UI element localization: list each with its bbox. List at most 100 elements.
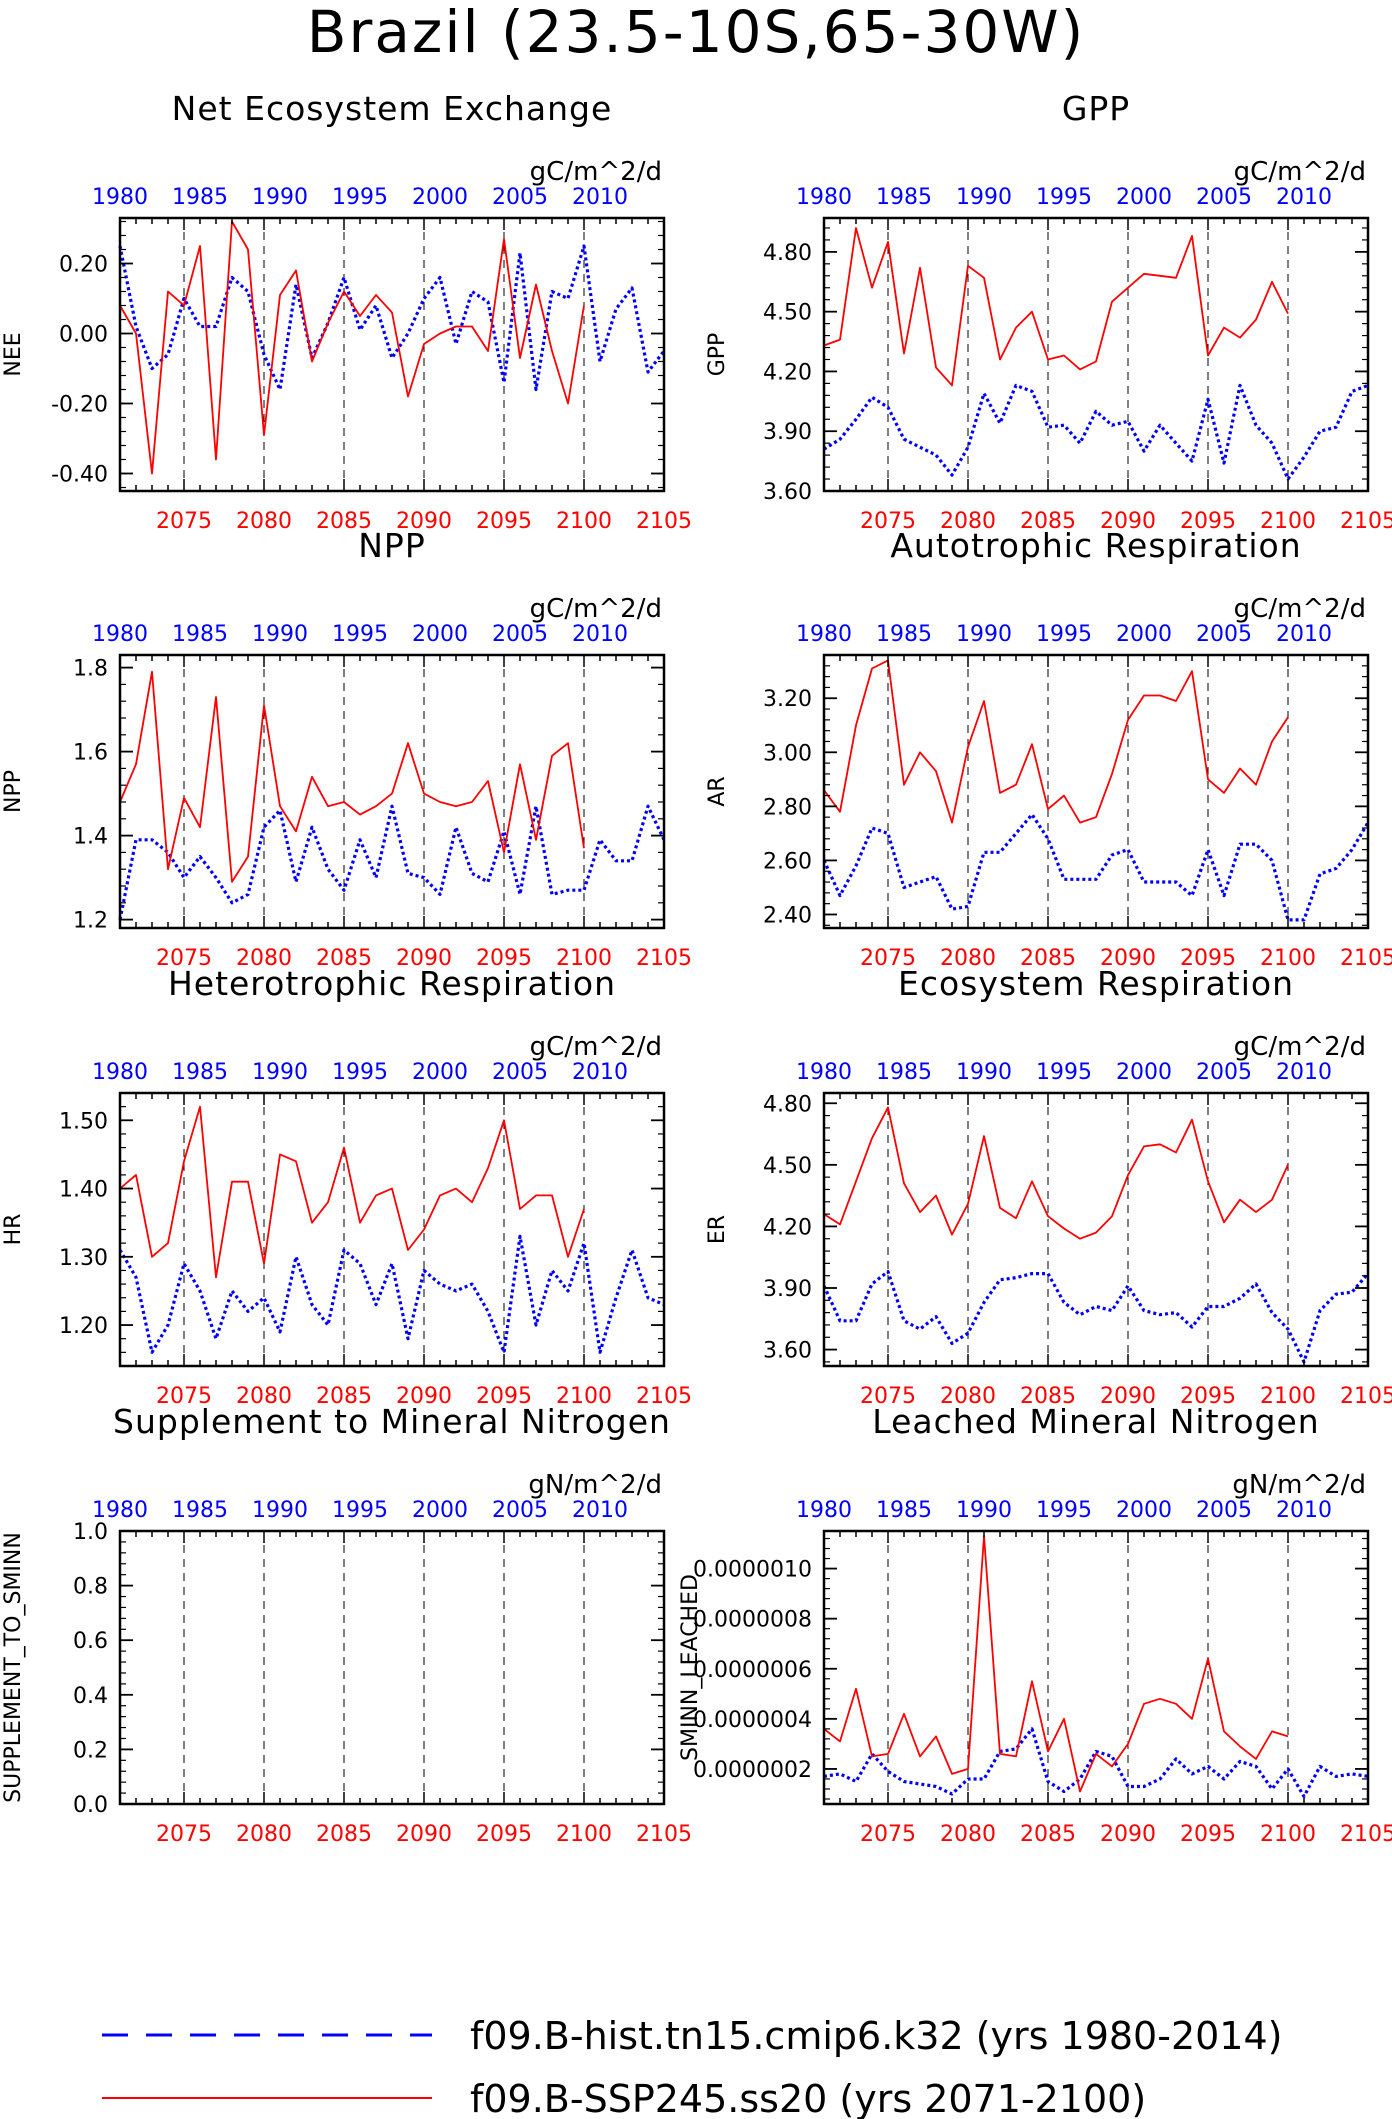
- y-tick-label: 1.40: [59, 1178, 108, 1203]
- x-tick-label-top: 2000: [1116, 622, 1172, 647]
- panel-leached-mineral-nitrogen: Leached Mineral Nitrogen gN/m^2/d 2075 2080…: [678, 1402, 1392, 1847]
- x-tick-label-top: 2000: [1116, 1060, 1172, 1085]
- x-tick-label-top: 1995: [332, 1498, 388, 1523]
- x-tick-label-top: 1980: [92, 185, 148, 210]
- y-tick-label: 4.20: [763, 360, 812, 385]
- x-tick-label-bottom: 2095: [1180, 1822, 1236, 1847]
- x-tick-label-top: 2010: [1276, 1498, 1332, 1523]
- x-tick-label-bottom: 2085: [1020, 509, 1076, 534]
- y-tick-label: 0.0000010: [693, 1558, 812, 1583]
- y-tick-label: 1.2: [73, 909, 108, 934]
- y-tick-label: 0.00: [59, 323, 108, 348]
- x-tick-label-bottom: 2095: [476, 946, 532, 971]
- panel-net-ecosystem-exchange: Net Ecosystem Exchange gC/m^2/d 2075 2080 20…: [1, 89, 692, 534]
- x-tick-label-top: 1985: [172, 622, 228, 647]
- x-tick-label-top: 2005: [1196, 1498, 1252, 1523]
- panel-title: GPP: [1062, 89, 1130, 128]
- y-tick-label: 4.50: [763, 301, 812, 326]
- x-tick-label-bottom: 2090: [1100, 509, 1156, 534]
- y-tick-label: 3.90: [763, 1277, 812, 1302]
- x-tick-label-bottom: 2105: [636, 1822, 692, 1847]
- x-tick-label-bottom: 2085: [316, 509, 372, 534]
- figure-title: Brazil (23.5-10S,65-30W): [307, 0, 1086, 66]
- x-tick-label-top: 1985: [876, 185, 932, 210]
- y-tick-label: 1.6: [73, 741, 108, 766]
- x-tick-label-top: 2010: [572, 1498, 628, 1523]
- x-tick-label-top: 1980: [92, 1498, 148, 1523]
- x-tick-label-top: 1995: [1036, 185, 1092, 210]
- y-tick-label: 0.6: [73, 1629, 108, 1654]
- x-tick-label-top: 2005: [1196, 1060, 1252, 1085]
- series-line-hist: [118, 804, 666, 920]
- x-tick-label-bottom: 2100: [556, 1384, 612, 1409]
- x-tick-label-bottom: 2080: [940, 946, 996, 971]
- x-tick-label-top: 2010: [572, 622, 628, 647]
- x-tick-label-top: 1980: [796, 1498, 852, 1523]
- series-line-ssp: [823, 659, 1289, 824]
- x-tick-label-bottom: 2105: [636, 509, 692, 534]
- y-tick-label: 0.4: [73, 1684, 108, 1709]
- x-tick-label-bottom: 2075: [156, 946, 212, 971]
- x-tick-label-bottom: 2075: [860, 1384, 916, 1409]
- y-tick-label: 3.00: [763, 741, 812, 766]
- x-tick-label-top: 1990: [956, 622, 1012, 647]
- x-tick-label-bottom: 2090: [396, 1822, 452, 1847]
- y-tick-label: 0.20: [59, 253, 108, 278]
- x-tick-label-bottom: 2090: [1100, 1822, 1156, 1847]
- x-tick-label-bottom: 2100: [1260, 509, 1316, 534]
- x-tick-label-top: 2010: [1276, 185, 1332, 210]
- panel-title: Leached Mineral Nitrogen: [872, 1402, 1319, 1441]
- x-tick-label-bottom: 2075: [156, 1822, 212, 1847]
- panel-title: Supplement to Mineral Nitrogen: [113, 1402, 671, 1441]
- x-tick-label-bottom: 2100: [1260, 1822, 1316, 1847]
- x-tick-label-bottom: 2085: [316, 1384, 372, 1409]
- x-tick-label-bottom: 2080: [940, 1384, 996, 1409]
- y-tick-label: 2.80: [763, 795, 812, 820]
- x-tick-label-top: 2005: [492, 1498, 548, 1523]
- x-tick-label-top: 1995: [332, 622, 388, 647]
- y-tick-label: 3.20: [763, 687, 812, 712]
- y-axis-label: NPP: [1, 770, 26, 813]
- x-tick-label-top: 1985: [172, 185, 228, 210]
- y-tick-label: 1.8: [73, 657, 108, 682]
- x-tick-label-bottom: 2085: [316, 946, 372, 971]
- x-tick-label-top: 1990: [252, 622, 308, 647]
- x-tick-label-top: 1995: [332, 185, 388, 210]
- x-tick-label-top: 1985: [876, 1060, 932, 1085]
- x-tick-label-bottom: 2090: [396, 1384, 452, 1409]
- y-axis-label: SMINN_LEACHED: [678, 1574, 703, 1761]
- x-tick-label-bottom: 2100: [556, 1822, 612, 1847]
- units-label: gC/m^2/d: [1234, 594, 1366, 624]
- x-tick-label-top: 2000: [412, 1498, 468, 1523]
- x-tick-label-bottom: 2105: [1340, 1384, 1392, 1409]
- y-tick-label: 0.0000008: [693, 1608, 812, 1633]
- x-tick-label-bottom: 2100: [556, 946, 612, 971]
- y-tick-label: 2.40: [763, 903, 812, 928]
- x-tick-label-top: 2000: [412, 622, 468, 647]
- y-tick-label: 3.60: [763, 480, 812, 505]
- panel-npp: NPP gC/m^2/d 2075 2080 2085 2090 2095 2100 2105 1…: [1, 526, 692, 971]
- x-tick-label-bottom: 2080: [236, 1384, 292, 1409]
- units-label: gC/m^2/d: [530, 594, 662, 624]
- y-axis-label: ER: [705, 1215, 730, 1244]
- x-tick-label-top: 2005: [1196, 622, 1252, 647]
- x-tick-label-top: 1995: [1036, 1060, 1092, 1085]
- x-tick-label-bottom: 2075: [860, 946, 916, 971]
- x-tick-label-bottom: 2080: [236, 509, 292, 534]
- x-tick-label-top: 2005: [1196, 185, 1252, 210]
- y-tick-label: -0.20: [51, 393, 108, 418]
- y-tick-label: 4.50: [763, 1154, 812, 1179]
- x-tick-label-bottom: 2095: [476, 509, 532, 534]
- x-tick-label-top: 1985: [876, 1498, 932, 1523]
- panels: Net Ecosystem Exchange gC/m^2/d 2075 2080 20…: [1, 89, 1392, 1847]
- x-tick-label-bottom: 2105: [1340, 1822, 1392, 1847]
- y-tick-label: 0.0000002: [693, 1758, 812, 1783]
- y-axis-label: GPP: [705, 333, 730, 377]
- x-tick-label-top: 2000: [412, 1060, 468, 1085]
- panel-title: Heterotrophic Respiration: [168, 964, 616, 1003]
- x-tick-label-bottom: 2095: [1180, 1384, 1236, 1409]
- x-tick-label-top: 2005: [492, 622, 548, 647]
- x-tick-label-bottom: 2095: [476, 1384, 532, 1409]
- y-axis-label: AR: [705, 776, 730, 806]
